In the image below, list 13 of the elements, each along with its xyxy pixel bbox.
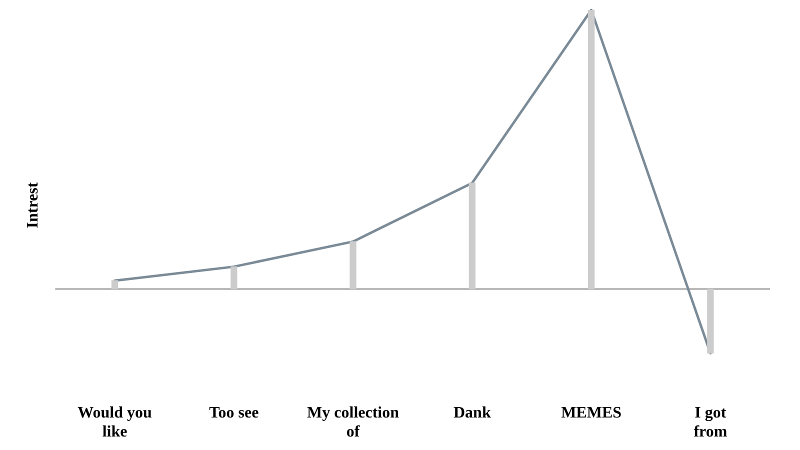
x-tick-label: MEMES (561, 404, 622, 422)
x-tick-label: Would you like (78, 404, 152, 441)
bar (230, 266, 238, 290)
bar (350, 241, 356, 290)
bar (468, 182, 476, 290)
bar (588, 10, 595, 290)
y-axis-title: Intrest (24, 182, 42, 228)
x-tick-label: Too see (209, 404, 259, 422)
bar (111, 280, 118, 290)
bar (707, 288, 714, 354)
x-tick-label: Dank (453, 404, 491, 422)
x-tick-label: I got from (694, 404, 728, 441)
x-tick-label: My collection of (307, 404, 400, 441)
